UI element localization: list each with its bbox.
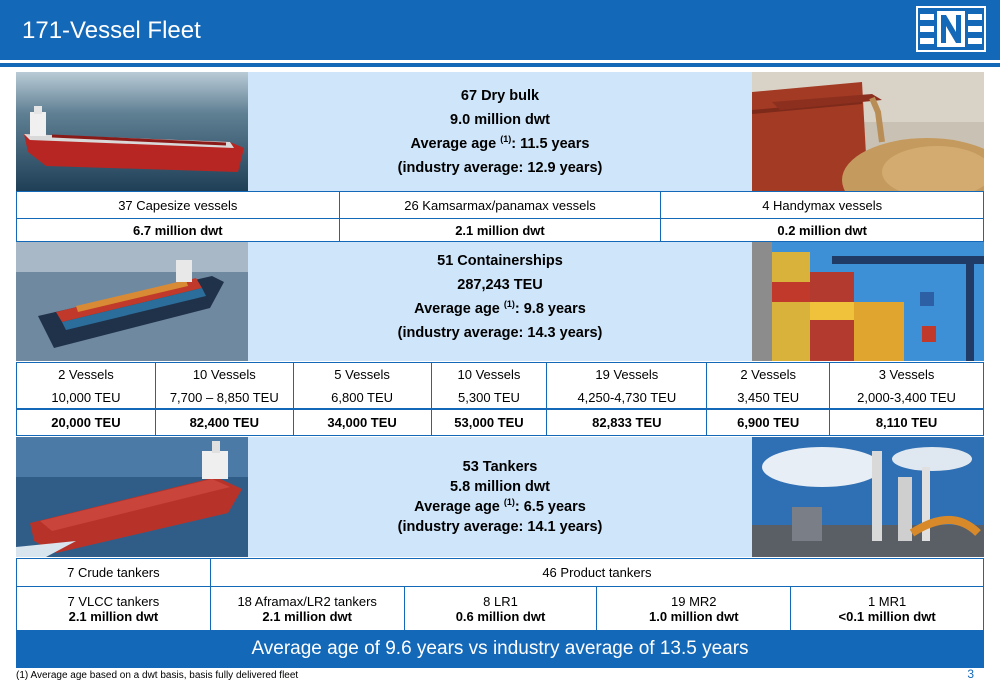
header-bar: 171-Vessel Fleet <box>0 0 1000 60</box>
age-prefix: Average age <box>414 499 504 515</box>
containers-count: 51 Containerships <box>437 253 563 269</box>
age-value: : 11.5 years <box>511 136 590 152</box>
dry-bulk-segments-table: 37 Capesize vessels 26 Kamsarmax/panamax… <box>16 191 984 242</box>
tanker-segment-name: 19 MR2 <box>671 593 717 609</box>
container-segment-total: 8,110 TEU <box>829 408 984 437</box>
navios-n-logo-icon <box>916 6 986 52</box>
dry-bulk-segment-dwt: 6.7 million dwt <box>16 218 340 242</box>
tanker-segment: 7 VLCC tankers 2.1 million dwt <box>16 586 211 631</box>
header-divider <box>0 60 1000 63</box>
container-segment-total: 20,000 TEU <box>16 408 156 437</box>
dry-bulk-segment-name: 26 Kamsarmax/panamax vessels <box>338 191 662 219</box>
age-value: : 6.5 years <box>514 499 586 515</box>
tanker-segment: 1 MR1 <0.1 million dwt <box>790 586 984 631</box>
container-segment-count: 10 Vessels <box>154 361 294 387</box>
age-prefix: Average age <box>414 301 504 317</box>
dry-bulk-segment-dwt: 0.2 million dwt <box>660 218 984 242</box>
dry-bulk-capacity: 9.0 million dwt <box>450 112 550 128</box>
fleet-average-age-banner: Average age of 9.6 years vs industry ave… <box>16 630 984 668</box>
tankers-industry-average: (industry average: 14.1 years) <box>397 519 603 535</box>
tanker-segment-dwt: 2.1 million dwt <box>262 608 352 624</box>
containers-capacity: 287,243 TEU <box>457 277 543 293</box>
tanker-segment-dwt: 1.0 million dwt <box>648 608 739 624</box>
page-title: 171-Vessel Fleet <box>22 17 201 44</box>
container-segment-size: 3,450 TEU <box>706 386 831 410</box>
container-segment-count: 19 Vessels <box>546 361 708 387</box>
tanker-segment: 18 Aframax/LR2 tankers 2.1 million dwt <box>209 586 405 631</box>
dry-bulk-count: 67 Dry bulk <box>460 88 540 104</box>
tankers-average-age: Average age (1): 6.5 years <box>248 497 752 517</box>
bulk-carrier-photo <box>16 72 248 191</box>
containers-industry-average: (industry average: 14.3 years) <box>397 325 603 341</box>
container-segment-total: 6,900 TEU <box>706 408 831 437</box>
containers-segments-table: 2 Vessels 10 Vessels 5 Vessels 10 Vessel… <box>16 361 984 437</box>
dry-bulk-segment-dwt: 2.1 million dwt <box>338 218 662 242</box>
dry-bulk-segment-name: 4 Handymax vessels <box>660 191 984 219</box>
container-segment-total: 34,000 TEU <box>292 408 432 437</box>
footnote: (1) Average age based on a dwt basis, ba… <box>16 670 299 681</box>
container-segment-size: 7,700 – 8,850 TEU <box>154 386 294 410</box>
refinery-photo <box>752 437 984 557</box>
page-number: 3 <box>967 667 974 681</box>
tanker-segment: 19 MR2 1.0 million dwt <box>596 586 792 631</box>
container-segment-count: 2 Vessels <box>16 361 156 387</box>
container-segment-count: 10 Vessels <box>430 361 548 387</box>
tanker-segment: 8 LR1 0.6 million dwt <box>403 586 598 631</box>
container-segment-count: 2 Vessels <box>706 361 831 387</box>
grain-harvest-photo <box>752 72 984 191</box>
footnote-ref: (1) <box>500 134 512 145</box>
header-underline <box>0 63 1000 67</box>
tanker-segment-name: 18 Aframax/LR2 tankers <box>237 593 377 609</box>
dry-bulk-average-age: Average age (1): 11.5 years <box>248 132 752 156</box>
container-segment-total: 82,833 TEU <box>546 408 708 437</box>
tanker-segment-dwt: 2.1 million dwt <box>68 608 159 624</box>
containers-average-age: Average age (1): 9.8 years <box>248 297 752 321</box>
footnote-ref: (1) <box>503 497 515 508</box>
container-segment-size: 10,000 TEU <box>16 386 156 410</box>
crude-tankers-label: 7 Crude tankers <box>16 558 211 587</box>
tanker-segment-dwt: 0.6 million dwt <box>455 608 546 624</box>
tanker-segment-dwt: <0.1 million dwt <box>838 608 936 624</box>
container-segment-size: 2,000-3,400 TEU <box>829 386 984 410</box>
container-segment-size: 4,250-4,730 TEU <box>546 386 708 410</box>
dry-bulk-segment-name: 37 Capesize vessels <box>16 191 340 219</box>
tanker-segment-name: 1 MR1 <box>867 593 907 609</box>
container-port-photo <box>752 242 984 361</box>
age-prefix: Average age <box>410 136 501 152</box>
container-segment-size: 5,300 TEU <box>430 386 548 410</box>
containership-photo <box>16 242 248 361</box>
tankers-segments-table: 7 Crude tankers 46 Product tankers 7 VLC… <box>16 558 985 631</box>
dry-bulk-industry-average: (industry average: 12.9 years) <box>397 160 603 176</box>
product-tankers-label: 46 Product tankers <box>209 558 985 587</box>
container-segment-total: 82,400 TEU <box>154 408 294 437</box>
container-segment-count: 5 Vessels <box>292 361 432 387</box>
dry-bulk-summary-panel: 67 Dry bulk 9.0 million dwt Average age … <box>248 72 752 191</box>
tankers-summary-panel: 53 Tankers 5.8 million dwt Average age (… <box>248 437 752 557</box>
container-segment-total: 53,000 TEU <box>430 408 548 437</box>
tanker-segment-name: 7 VLCC tankers <box>67 593 160 609</box>
tanker-photo <box>16 437 248 557</box>
container-segment-size: 6,800 TEU <box>292 386 432 410</box>
footnote-ref: (1) <box>503 299 515 310</box>
tanker-segment-name: 8 LR1 <box>483 593 518 609</box>
container-segment-count: 3 Vessels <box>829 361 984 387</box>
tankers-capacity: 5.8 million dwt <box>450 479 550 495</box>
containers-summary-panel: 51 Containerships 287,243 TEU Average ag… <box>248 242 752 361</box>
tankers-count: 53 Tankers <box>462 459 538 475</box>
age-value: : 9.8 years <box>514 301 586 317</box>
